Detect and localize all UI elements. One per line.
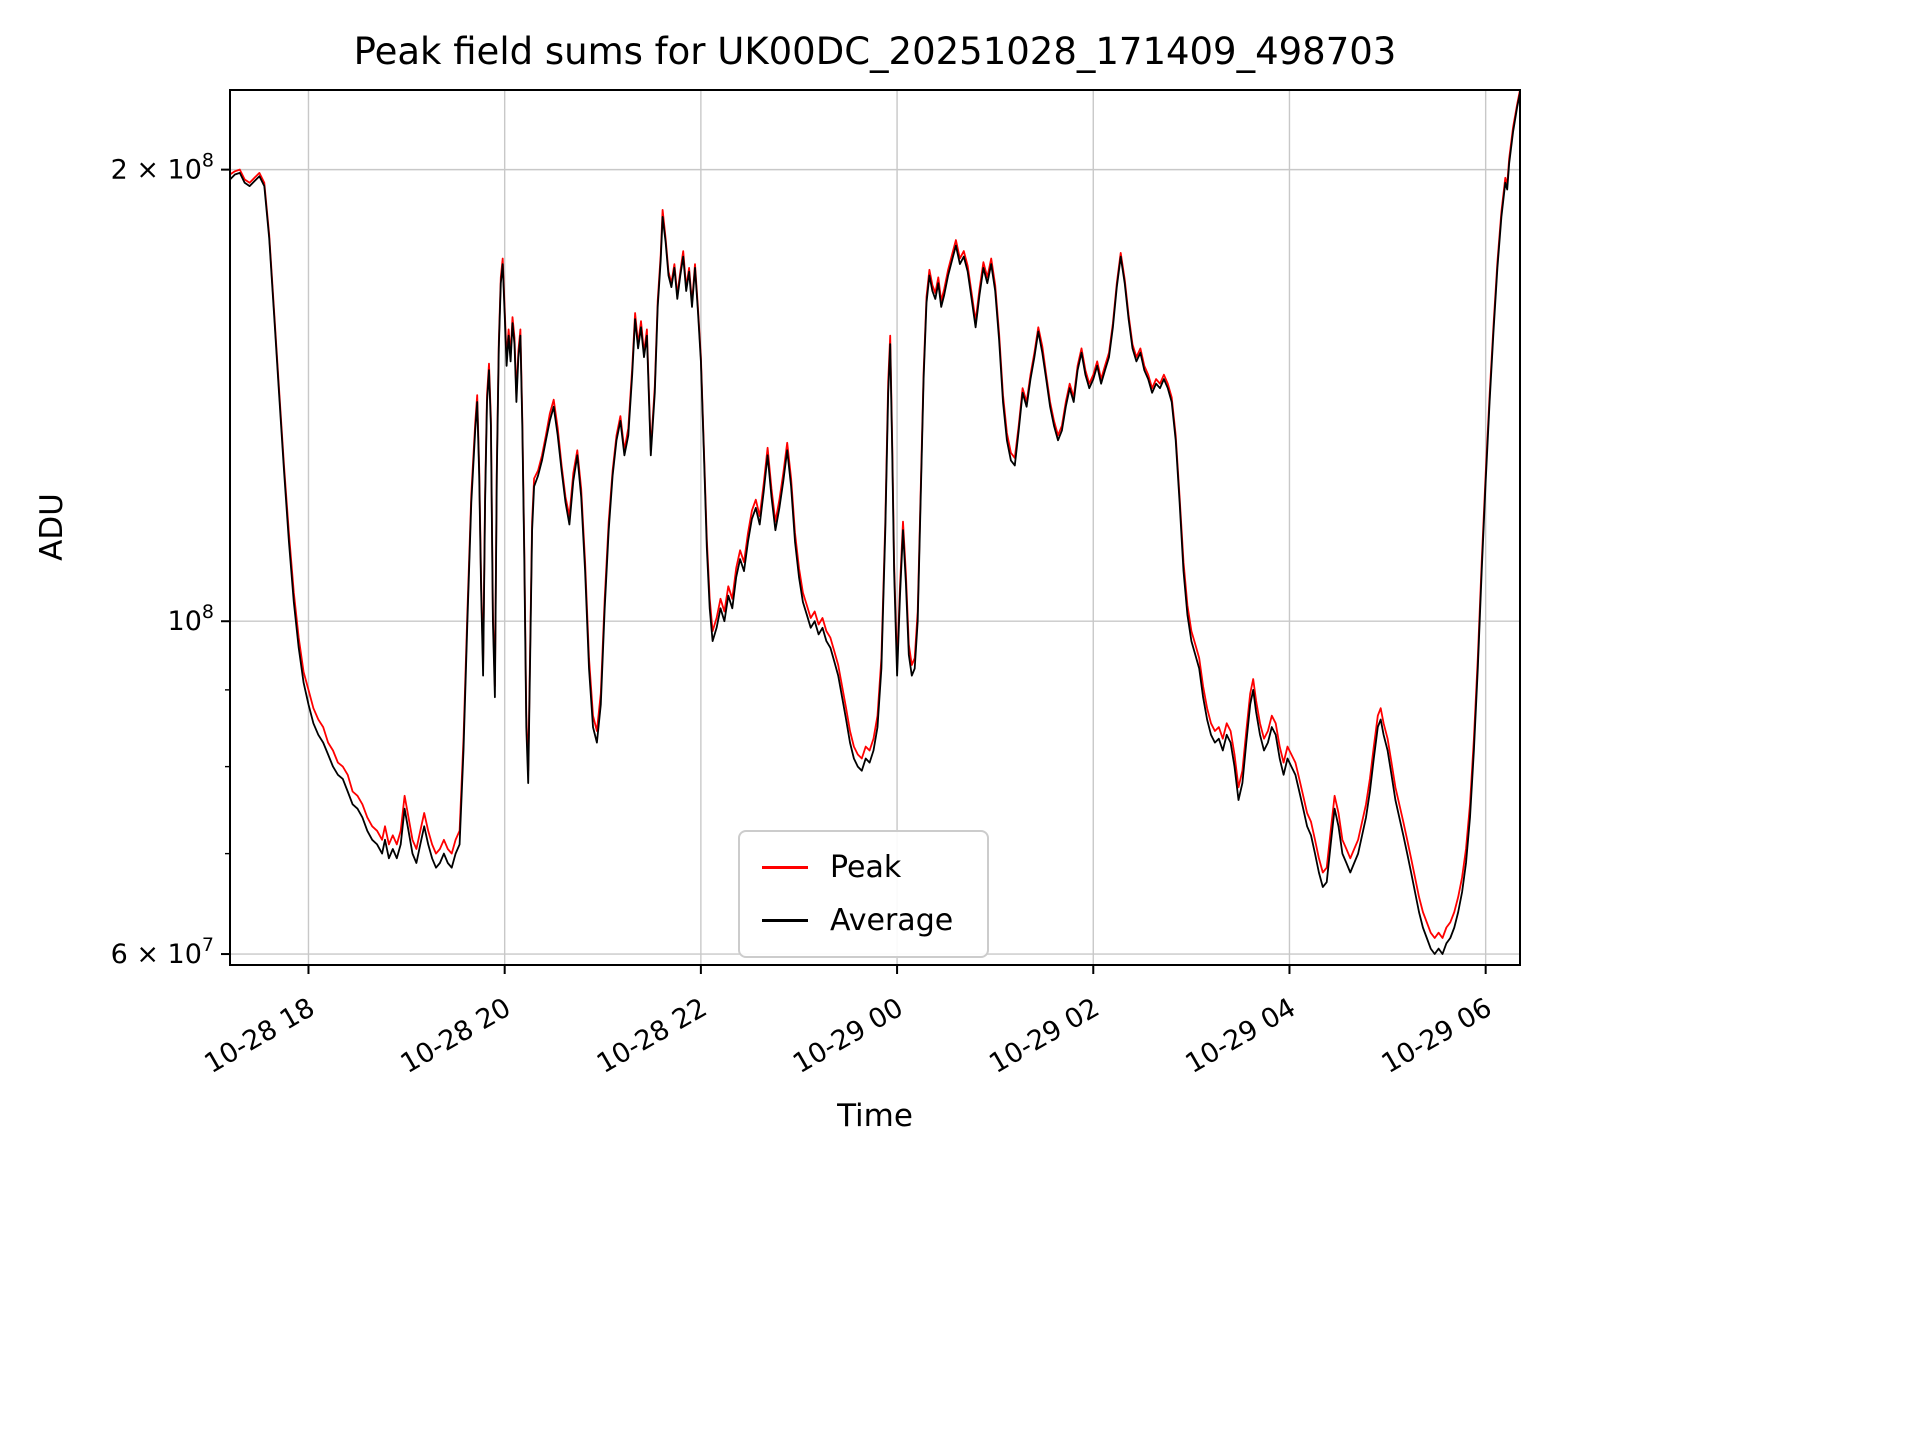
x-tick-label: 10-29 04 bbox=[1180, 992, 1301, 1080]
x-axis-label: Time bbox=[837, 1098, 913, 1134]
axes-frame bbox=[229, 89, 1521, 966]
series-line-average bbox=[230, 92, 1520, 955]
chart-title: Peak field sums for UK00DC_20251028_1714… bbox=[353, 30, 1397, 73]
legend: Peak Average bbox=[738, 830, 990, 958]
x-tick-label: 10-28 22 bbox=[592, 992, 713, 1080]
y-axis-label: ADU bbox=[34, 493, 70, 561]
x-tick-label: 10-28 18 bbox=[199, 992, 320, 1080]
legend-label-peak: Peak bbox=[830, 850, 902, 885]
x-tick-label: 10-28 20 bbox=[396, 992, 517, 1080]
series-line-peak bbox=[230, 90, 1520, 939]
x-tick-label: 10-29 00 bbox=[788, 992, 909, 1080]
x-tick-label: 10-29 02 bbox=[984, 992, 1105, 1080]
average-line-swatch bbox=[762, 919, 808, 922]
legend-item-average: Average bbox=[762, 903, 953, 938]
legend-item-peak: Peak bbox=[762, 850, 953, 885]
x-tick-label: 10-29 06 bbox=[1377, 992, 1498, 1080]
legend-label-average: Average bbox=[830, 903, 954, 938]
y-tick-label: 6 × 107 bbox=[111, 934, 214, 970]
y-tick-label: 108 bbox=[168, 601, 214, 637]
peak-line-swatch bbox=[762, 866, 808, 869]
y-tick-label: 2 × 108 bbox=[111, 150, 214, 186]
